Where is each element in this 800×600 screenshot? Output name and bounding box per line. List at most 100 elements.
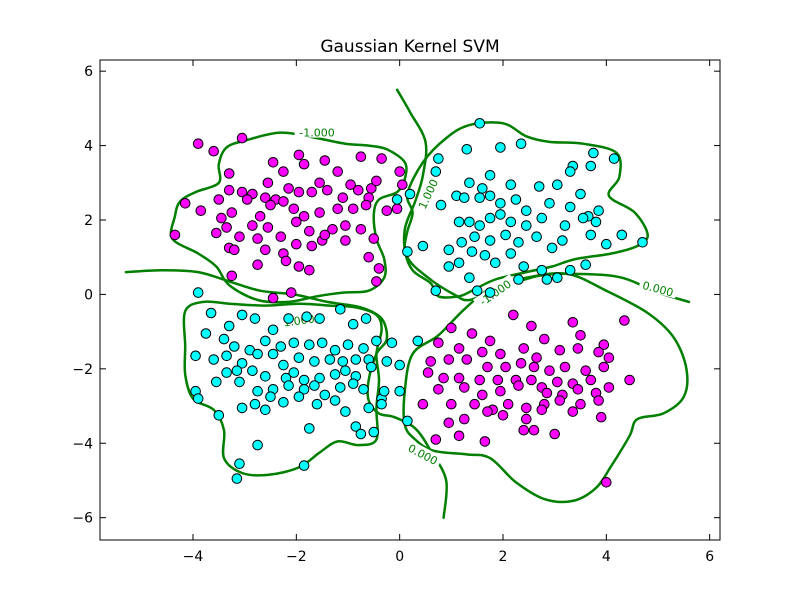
data-point-cyan (298, 384, 310, 395)
data-point-cyan (304, 339, 315, 351)
data-point-cyan (593, 205, 604, 216)
data-point-cyan (443, 244, 455, 256)
data-point-cyan (301, 311, 313, 323)
data-point-cyan (464, 272, 475, 284)
data-point-cyan (484, 212, 496, 224)
data-point-cyan (314, 372, 325, 384)
data-point-magenta (355, 151, 367, 162)
data-point-cyan (453, 257, 465, 269)
data-point-magenta (459, 382, 470, 393)
data-point-magenta (192, 138, 204, 149)
scatter-points (169, 118, 648, 488)
data-point-cyan (363, 402, 375, 414)
y-axis: −6 −4 −2 0 2 4 6 (72, 64, 720, 527)
data-point-cyan (309, 380, 320, 391)
data-point-magenta (327, 224, 338, 235)
data-point-cyan (208, 354, 219, 365)
data-point-cyan (347, 378, 359, 390)
data-point-magenta (275, 231, 287, 242)
data-point-magenta (521, 402, 532, 414)
data-point-cyan (386, 337, 398, 349)
data-point-magenta (598, 361, 610, 373)
data-point-magenta (285, 287, 297, 298)
data-point-magenta (267, 157, 279, 168)
data-point-magenta (254, 211, 266, 222)
contour-label-background (638, 277, 679, 299)
data-point-cyan (293, 391, 305, 403)
data-point-cyan (484, 190, 496, 202)
data-point-cyan (456, 237, 468, 248)
y-tick-label: 4 (84, 139, 93, 155)
contour-label-background (294, 125, 340, 138)
contour-line (182, 300, 383, 477)
data-point-cyan (552, 179, 563, 190)
data-point-cyan (316, 337, 328, 349)
data-point-magenta (595, 411, 607, 423)
data-point-cyan (218, 333, 230, 345)
data-point-cyan (402, 246, 413, 257)
data-point-cyan (471, 285, 483, 297)
data-point-magenta (260, 244, 271, 256)
data-point-magenta (482, 406, 493, 417)
data-point-cyan (559, 220, 571, 231)
data-point-magenta (265, 199, 276, 211)
data-point-magenta (531, 352, 542, 364)
data-point-cyan (265, 391, 276, 403)
data-point-magenta (438, 372, 449, 384)
data-point-cyan (637, 237, 648, 248)
data-point-cyan (335, 382, 346, 393)
data-point-cyan (340, 406, 351, 417)
data-point-magenta (236, 186, 248, 198)
data-point-cyan (466, 246, 478, 257)
data-point-magenta (381, 205, 393, 216)
data-point-magenta (355, 224, 367, 235)
data-point-magenta (495, 385, 506, 397)
data-point-cyan (521, 220, 532, 231)
data-point-cyan (260, 371, 271, 382)
data-point-magenta (526, 320, 537, 332)
data-point-cyan (564, 201, 576, 213)
data-point-cyan (200, 328, 212, 339)
data-point-magenta (518, 424, 530, 436)
data-point-magenta (291, 238, 302, 250)
data-point-magenta (391, 203, 403, 215)
data-point-cyan (211, 376, 222, 388)
data-point-cyan (229, 341, 240, 352)
data-point-magenta (347, 203, 359, 215)
data-point-cyan (484, 235, 496, 246)
data-point-magenta (477, 346, 488, 358)
data-point-magenta (216, 212, 227, 224)
data-point-cyan (404, 188, 416, 200)
data-point-magenta (223, 168, 235, 179)
data-point-magenta (262, 222, 274, 233)
data-point-cyan (564, 264, 576, 276)
data-point-cyan (459, 192, 470, 203)
x-axis: −4 −2 0 2 4 6 (183, 60, 714, 565)
data-point-magenta (433, 384, 444, 395)
data-point-magenta (593, 346, 604, 358)
data-point-magenta (601, 477, 612, 488)
x-tick-label: 6 (705, 549, 714, 565)
data-point-cyan (513, 237, 524, 248)
data-point-magenta (298, 158, 310, 170)
data-point-cyan (366, 361, 377, 373)
data-point-magenta (226, 270, 238, 282)
contour-label-text: -1.000 (299, 127, 334, 140)
data-point-magenta (422, 367, 434, 378)
x-tick-label: 0 (395, 549, 404, 565)
data-point-magenta (345, 179, 356, 190)
data-point-magenta (526, 374, 537, 386)
data-point-magenta (417, 398, 429, 410)
data-point-cyan (513, 274, 524, 285)
data-point-cyan (371, 335, 382, 347)
data-point-cyan (505, 248, 517, 259)
data-point-cyan (430, 285, 442, 297)
data-point-cyan (236, 309, 248, 321)
data-point-magenta (319, 229, 331, 241)
data-point-magenta (371, 175, 382, 187)
data-point-magenta (477, 389, 488, 401)
data-point-magenta (539, 333, 550, 345)
data-point-magenta (169, 229, 181, 241)
data-point-cyan (358, 384, 369, 395)
data-point-cyan (484, 170, 496, 181)
